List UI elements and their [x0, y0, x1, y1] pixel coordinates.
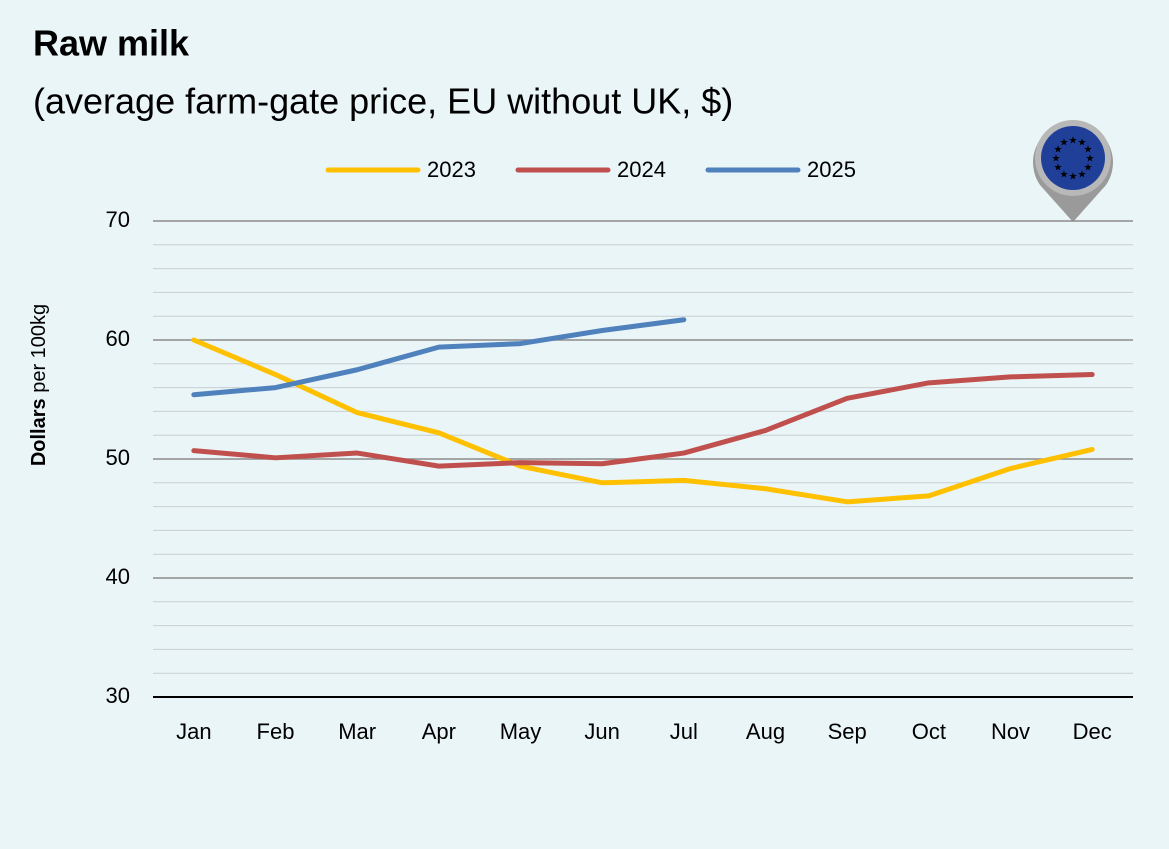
x-tick-label: Jul [670, 719, 698, 744]
x-tick-label: Mar [338, 719, 376, 744]
svg-text:★: ★ [1078, 138, 1087, 149]
svg-text:★: ★ [1078, 170, 1087, 181]
x-tick-label: May [500, 719, 542, 744]
y-tick-label: 70 [106, 207, 130, 232]
y-tick-label: 40 [106, 564, 130, 589]
x-tick-label: Nov [991, 719, 1030, 744]
x-tick-label: Jun [584, 719, 619, 744]
svg-text:★: ★ [1060, 138, 1069, 149]
line-series [191, 317, 687, 398]
x-tick-label: Dec [1073, 719, 1112, 744]
line-series [191, 372, 1095, 469]
x-tick-label: Apr [422, 719, 456, 744]
y-tick-label: 50 [106, 445, 130, 470]
svg-text:★: ★ [1084, 145, 1093, 156]
x-tick-label: Feb [257, 719, 295, 744]
eu-pin: ★ ★★ ★★★ ★★★ ★★★ [1033, 120, 1114, 222]
x-tick-label: Oct [912, 719, 946, 744]
svg-text:★: ★ [1054, 163, 1063, 174]
x-tick-label: Aug [746, 719, 785, 744]
y-axis-label-bold: Dollars [28, 398, 50, 466]
legend-label: 2023 [427, 157, 476, 182]
svg-text:★: ★ [1084, 163, 1093, 174]
y-tick-label: 30 [106, 683, 130, 708]
chart-title: Raw milk [33, 23, 190, 64]
chart-subtitle: (average farm-gate price, EU without UK,… [33, 81, 733, 122]
svg-text:★: ★ [1060, 170, 1069, 181]
legend-label: 2024 [617, 157, 666, 182]
x-tick-label: Sep [828, 719, 867, 744]
svg-text:★: ★ [1054, 145, 1063, 156]
svg-text:★: ★ [1086, 154, 1095, 165]
legend-label: 2025 [807, 157, 856, 182]
y-axis-label-rest: per 100kg [28, 304, 50, 393]
x-tick-label: Jan [176, 719, 211, 744]
svg-text:★: ★ [1052, 154, 1061, 165]
y-tick-label: 60 [106, 326, 130, 351]
y-axis-label: Dollars per 100kg [28, 304, 50, 466]
svg-text:★: ★ [1069, 172, 1078, 183]
svg-text:★: ★ [1069, 136, 1078, 147]
line-series [191, 337, 1095, 505]
